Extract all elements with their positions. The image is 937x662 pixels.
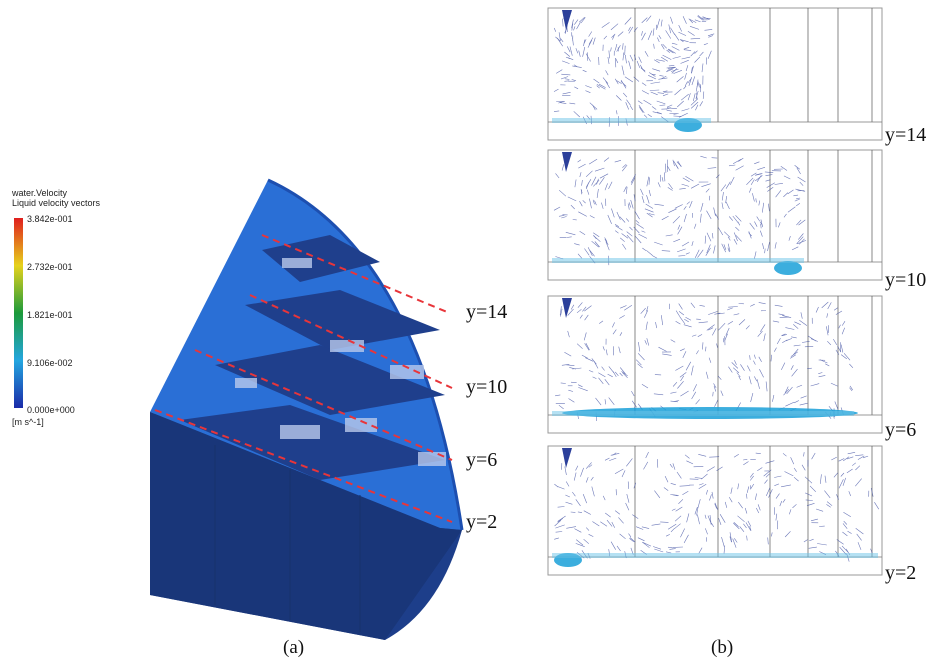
- figure: water.Velocity Liquid velocity vectors 3…: [0, 0, 937, 662]
- model: [150, 180, 462, 640]
- legend-tick: 2.732e-001: [27, 262, 73, 272]
- panel-label: y=2: [885, 562, 916, 584]
- legend-unit: [m s^-1]: [12, 417, 44, 427]
- liquid-layer: [552, 258, 804, 263]
- caption: (a): [283, 637, 304, 658]
- legend-tick: 1.821e-001: [27, 310, 73, 320]
- vector-panels: [548, 8, 882, 575]
- section-label: y=6: [466, 449, 497, 471]
- section-label: y=10: [466, 376, 507, 398]
- liquid-blob: [774, 261, 802, 275]
- colorbar: [14, 218, 23, 408]
- legend-tick: 3.842e-001: [27, 214, 73, 224]
- caption: (b): [711, 637, 733, 658]
- legend-title: water.Velocity: [11, 188, 68, 198]
- panel-label: y=10: [885, 269, 926, 291]
- legend-tick: 9.106e-002: [27, 358, 73, 368]
- panel-label: y=6: [885, 419, 916, 441]
- liquid-layer: [552, 411, 854, 416]
- legend-subtitle: Liquid velocity vectors: [12, 198, 101, 208]
- panel-label: y=14: [885, 124, 926, 146]
- liquid-layer: [552, 553, 878, 558]
- liquid-layer: [552, 118, 711, 123]
- section-label: y=2: [466, 511, 497, 533]
- legend-tick: 0.000e+000: [27, 405, 75, 415]
- section-label: y=14: [466, 301, 507, 323]
